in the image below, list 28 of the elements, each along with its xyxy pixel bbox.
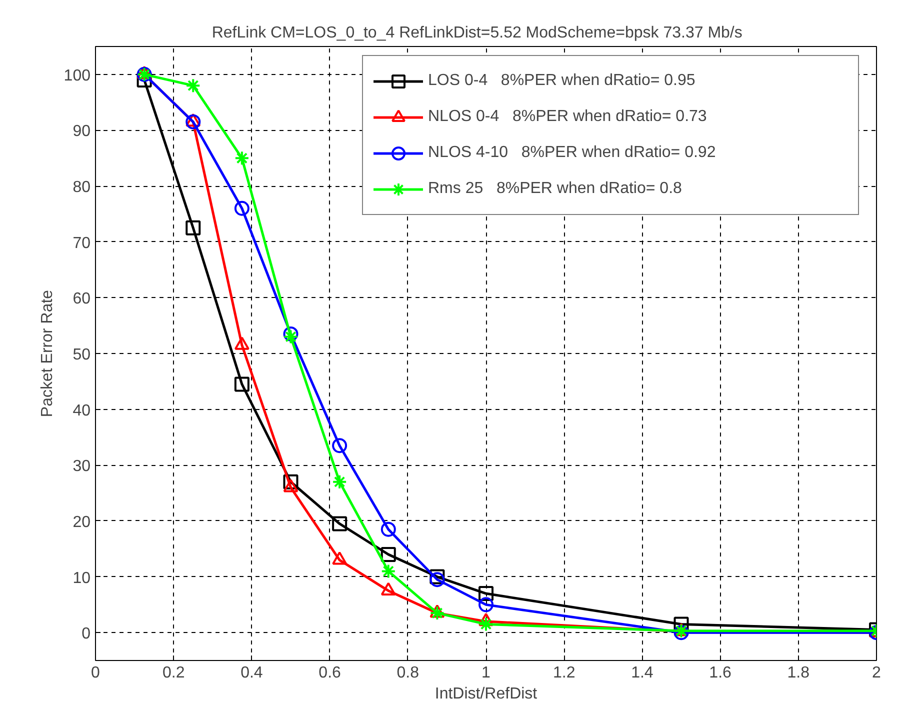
y-tick-label: 80 — [72, 179, 91, 196]
y-tick-label: 60 — [72, 290, 91, 308]
x-tick-label: 1.4 — [631, 664, 654, 682]
y-tick-label: 70 — [72, 234, 91, 252]
legend-label: NLOS 0-4 8%PER when dRatio= 0.73 — [428, 107, 708, 127]
x-tick-label: 1.2 — [552, 664, 576, 682]
y-tick-label: 10 — [72, 570, 91, 587]
x-tick-label: 0.2 — [162, 664, 185, 682]
y-tick-label: 90 — [72, 123, 91, 140]
y-tick-label: 50 — [72, 346, 91, 364]
legend-label: LOS 0-4 8%PER when dRatio= 0.95 — [428, 71, 696, 91]
chart-title: RefLink CM=LOS_0_to_4 RefLinkDist=5.52 ModScheme=bpsk 73.37 Mb/s — [212, 24, 742, 42]
x-axis-title: IntDist/RefDist — [434, 686, 538, 702]
legend-label: Rms 25 8%PER when dRatio= 0.8 — [428, 179, 683, 199]
legend-label: NLOS 4-10 8%PER when dRatio= 0.92 — [428, 143, 717, 163]
y-tick-label: 0 — [82, 626, 91, 643]
x-tick-label: 2 — [872, 664, 882, 682]
y-tick-label: 30 — [72, 458, 91, 476]
y-tick-label: 20 — [72, 514, 91, 531]
x-tick-label: 0.6 — [318, 664, 342, 682]
y-axis-title: Packet Error Rate — [38, 290, 56, 418]
x-tick-label: 0.8 — [396, 664, 420, 682]
y-tick-label: 100 — [64, 67, 91, 84]
x-tick-label: 1 — [482, 664, 491, 682]
x-tick-label: 1.8 — [787, 664, 810, 682]
y-tick-label: 40 — [72, 402, 91, 420]
x-tick-label: 1.6 — [709, 664, 732, 682]
x-tick-label: 0.4 — [240, 664, 263, 682]
